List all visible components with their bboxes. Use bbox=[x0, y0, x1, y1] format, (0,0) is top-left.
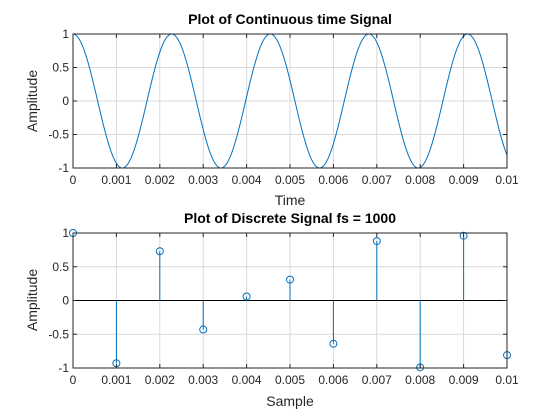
y-tick-label: 0 bbox=[62, 94, 69, 108]
y-tick-label: -1 bbox=[58, 361, 69, 375]
x-tick-label: 0.002 bbox=[145, 173, 175, 187]
x-tick-label: 0.008 bbox=[405, 173, 435, 187]
x-tick-label: 0.001 bbox=[101, 173, 131, 187]
y-tick-label: -0.5 bbox=[48, 327, 69, 341]
continuous-signal-axes: 0 0.001 0.002 0.003 0.004 0.005 0.006 0.007 0.00… bbox=[24, 11, 519, 208]
y-tick-label: 0 bbox=[62, 294, 69, 308]
x-tick-label: 0.009 bbox=[449, 173, 479, 187]
x-tick-label: 0 bbox=[70, 373, 77, 387]
y-tick-label: 1 bbox=[62, 226, 69, 240]
x-tick-label: 0.01 bbox=[495, 173, 519, 187]
y-tick-label: -0.5 bbox=[48, 128, 69, 142]
axes-frame bbox=[72, 33, 508, 169]
x-tick-label: 0.004 bbox=[232, 173, 262, 187]
stem-marker bbox=[286, 275, 294, 284]
y-tick-label: 0.5 bbox=[52, 260, 69, 274]
x-axis-label: Time bbox=[275, 192, 306, 208]
x-tick-label: 0.006 bbox=[318, 173, 348, 187]
x-tick-label: 0.001 bbox=[101, 373, 131, 387]
chart-title: Plot of Discrete Signal fs = 1000 bbox=[184, 210, 396, 226]
y-tick-label: -1 bbox=[58, 161, 69, 175]
x-tick-label: 0.005 bbox=[275, 173, 305, 187]
x-tick-label: 0.009 bbox=[449, 373, 479, 387]
discrete-signal-axes: 0 0.001 0.002 0.003 0.004 0.005 0.006 0.007 0.00… bbox=[24, 210, 519, 409]
x-tick-label: 0.003 bbox=[188, 373, 218, 387]
y-axis-label: Amplitude bbox=[24, 269, 40, 331]
axes-box bbox=[72, 33, 508, 169]
tick-labels: 0 0.001 0.002 0.003 0.004 0.005 0.006 0.007 0.00… bbox=[48, 226, 519, 387]
stem-marker bbox=[372, 237, 381, 246]
x-tick-label: 0 bbox=[70, 173, 77, 187]
stem-marker bbox=[329, 339, 338, 348]
tick-labels: 0 0.001 0.002 0.003 0.004 0.005 0.006 0.007 0.00… bbox=[48, 27, 519, 187]
chart-title: Plot of Continuous time Signal bbox=[188, 11, 392, 27]
stem-marker bbox=[416, 363, 425, 372]
y-axis-label: Amplitude bbox=[24, 70, 40, 132]
x-tick-label: 0.002 bbox=[145, 373, 175, 387]
series-line-continuous-signal bbox=[72, 33, 508, 169]
x-tick-label: 0.008 bbox=[405, 373, 435, 387]
y-tick-label: 1 bbox=[62, 27, 69, 41]
axes-frame bbox=[72, 232, 508, 369]
x-axis-label: Sample bbox=[266, 393, 314, 409]
x-tick-label: 0.005 bbox=[275, 373, 305, 387]
x-tick-label: 0.007 bbox=[362, 373, 392, 387]
x-tick-label: 0.004 bbox=[232, 373, 262, 387]
x-tick-label: 0.007 bbox=[362, 173, 392, 187]
x-tick-label: 0.006 bbox=[318, 373, 348, 387]
plot-area bbox=[72, 33, 508, 169]
axes-box bbox=[72, 232, 508, 369]
stem-marker bbox=[459, 231, 468, 240]
stem-marker bbox=[155, 247, 164, 256]
stem-marker bbox=[242, 292, 251, 301]
y-tick-label: 0.5 bbox=[52, 61, 69, 75]
stem-marker bbox=[199, 325, 208, 334]
x-tick-label: 0.003 bbox=[188, 173, 218, 187]
x-tick-label: 0.01 bbox=[495, 373, 519, 387]
